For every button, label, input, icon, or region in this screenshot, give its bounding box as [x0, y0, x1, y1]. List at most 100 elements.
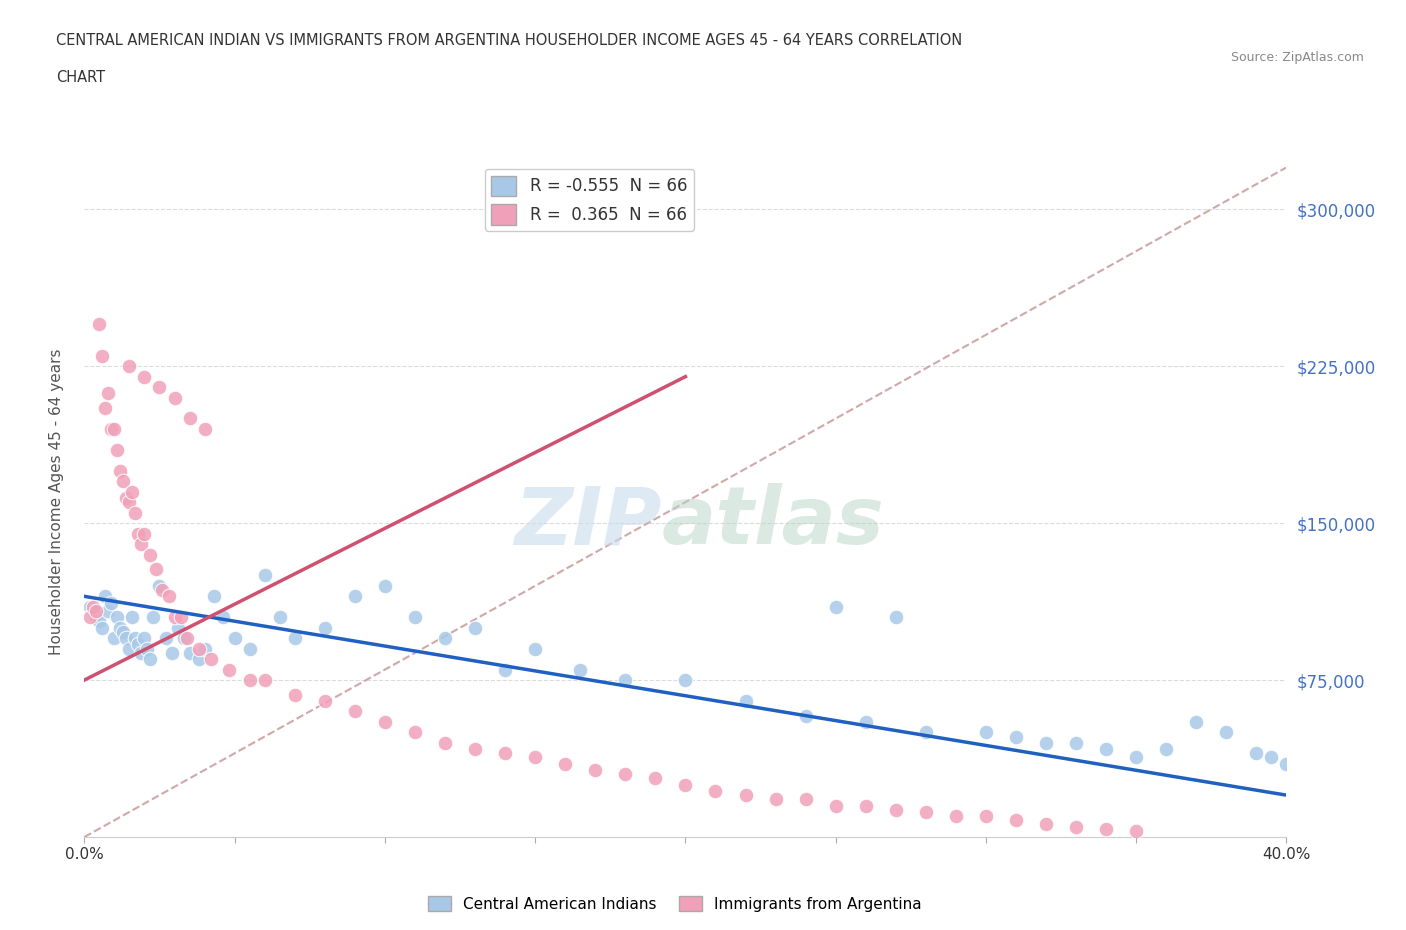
Point — [284, 687, 307, 702]
Point — [1095, 742, 1118, 757]
Point — [107, 610, 129, 625]
Point — [112, 625, 135, 640]
Point — [107, 443, 129, 458]
Point — [194, 421, 217, 436]
Point — [374, 714, 396, 729]
Point — [1275, 756, 1298, 771]
Point — [1260, 750, 1282, 764]
Point — [1035, 817, 1057, 832]
Point — [1005, 813, 1028, 828]
Point — [734, 694, 756, 709]
Point — [152, 582, 174, 598]
Point — [314, 694, 336, 709]
Point — [765, 792, 787, 807]
Point — [157, 589, 180, 604]
Point — [127, 526, 149, 541]
Point — [239, 642, 262, 657]
Point — [139, 652, 162, 667]
Legend: R = -0.555  N = 66, R =  0.365  N = 66: R = -0.555 N = 66, R = 0.365 N = 66 — [485, 169, 693, 232]
Point — [583, 763, 606, 777]
Point — [569, 662, 592, 677]
Point — [94, 589, 117, 604]
Point — [160, 645, 183, 660]
Point — [100, 421, 122, 436]
Point — [224, 631, 246, 645]
Point — [121, 485, 143, 499]
Text: ZIP: ZIP — [515, 484, 661, 562]
Point — [134, 526, 156, 541]
Point — [218, 662, 240, 677]
Point — [675, 672, 697, 687]
Point — [124, 631, 146, 645]
Point — [1215, 725, 1237, 740]
Point — [97, 604, 120, 618]
Point — [974, 725, 997, 740]
Point — [253, 672, 276, 687]
Point — [343, 704, 366, 719]
Point — [112, 474, 135, 489]
Point — [494, 662, 516, 677]
Point — [100, 595, 122, 610]
Point — [945, 809, 967, 824]
Point — [148, 578, 170, 593]
Point — [115, 491, 138, 506]
Point — [915, 725, 938, 740]
Point — [163, 610, 186, 625]
Point — [134, 369, 156, 384]
Point — [179, 411, 201, 426]
Point — [187, 652, 209, 667]
Point — [110, 463, 132, 478]
Point — [121, 610, 143, 625]
Point — [524, 642, 547, 657]
Point — [494, 746, 516, 761]
Point — [115, 631, 138, 645]
Point — [1064, 736, 1087, 751]
Point — [884, 610, 907, 625]
Point — [1095, 821, 1118, 836]
Point — [142, 610, 165, 625]
Point — [103, 631, 125, 645]
Point — [145, 562, 167, 577]
Point — [374, 578, 396, 593]
Text: Source: ZipAtlas.com: Source: ZipAtlas.com — [1230, 51, 1364, 64]
Point — [855, 714, 877, 729]
Point — [1246, 746, 1268, 761]
Point — [131, 537, 153, 551]
Point — [794, 709, 817, 724]
Point — [824, 798, 846, 813]
Point — [1064, 819, 1087, 834]
Point — [124, 505, 146, 520]
Y-axis label: Householder Income Ages 45 - 64 years: Householder Income Ages 45 - 64 years — [49, 349, 63, 656]
Point — [614, 672, 637, 687]
Legend: Central American Indians, Immigrants from Argentina: Central American Indians, Immigrants fro… — [422, 889, 928, 918]
Point — [644, 771, 666, 786]
Point — [79, 600, 101, 615]
Point — [136, 642, 159, 657]
Point — [82, 600, 104, 615]
Point — [148, 379, 170, 394]
Point — [915, 804, 938, 819]
Point — [269, 610, 291, 625]
Point — [404, 610, 426, 625]
Point — [200, 652, 222, 667]
Point — [404, 725, 426, 740]
Point — [91, 620, 114, 635]
Point — [103, 421, 125, 436]
Point — [1156, 742, 1178, 757]
Point — [86, 610, 108, 625]
Point — [434, 631, 457, 645]
Point — [173, 631, 195, 645]
Point — [194, 642, 217, 657]
Point — [139, 547, 162, 562]
Point — [314, 620, 336, 635]
Point — [1035, 736, 1057, 751]
Point — [163, 391, 186, 405]
Point — [614, 766, 637, 781]
Text: CENTRAL AMERICAN INDIAN VS IMMIGRANTS FROM ARGENTINA HOUSEHOLDER INCOME AGES 45 : CENTRAL AMERICAN INDIAN VS IMMIGRANTS FR… — [56, 33, 963, 47]
Point — [187, 642, 209, 657]
Point — [202, 589, 225, 604]
Point — [118, 359, 141, 374]
Point — [118, 642, 141, 657]
Point — [211, 610, 233, 625]
Point — [1185, 714, 1208, 729]
